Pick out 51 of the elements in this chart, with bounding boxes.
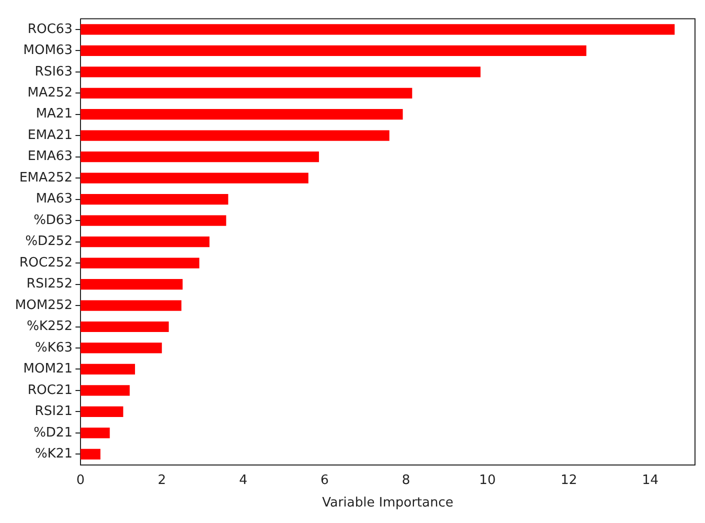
y-tick-label: %D21	[34, 425, 72, 440]
bar	[80, 342, 162, 354]
bar	[80, 66, 481, 78]
y-tick-label: MOM63	[23, 43, 72, 58]
y-tick-label: ROC252	[19, 255, 72, 270]
bar	[80, 194, 228, 205]
bar	[80, 428, 110, 438]
bar	[80, 448, 100, 460]
y-tick-label: MOM252	[14, 298, 72, 313]
bar	[80, 45, 586, 56]
bar	[80, 236, 210, 248]
y-tick-label: ROC63	[28, 22, 72, 37]
bar	[80, 321, 169, 332]
bar	[80, 152, 319, 162]
bar	[80, 109, 403, 120]
y-tick-label: EMA252	[19, 170, 72, 186]
bar	[80, 215, 226, 226]
bar	[80, 130, 390, 141]
bar	[80, 24, 675, 35]
x-tick-label: 10	[479, 472, 496, 488]
y-tick-label: %D63	[34, 212, 72, 228]
x-tick-label: 6	[320, 472, 329, 488]
bar	[80, 88, 412, 98]
bar	[80, 278, 183, 290]
bar	[80, 385, 130, 396]
y-tick-label: RSI21	[34, 404, 72, 420]
bar	[80, 172, 308, 184]
x-tick-label: 12	[560, 472, 578, 488]
y-tick-label: ROC21	[28, 382, 72, 398]
bar	[80, 300, 182, 311]
y-tick-label: %D252	[25, 234, 72, 250]
x-tick-label: 2	[158, 472, 166, 488]
bar	[80, 258, 200, 268]
x-tick-label: 8	[402, 472, 410, 488]
bar	[80, 364, 136, 375]
x-tick-label: 14	[642, 472, 659, 488]
y-tick-label: MA63	[36, 192, 72, 207]
x-tick-label: 0	[76, 472, 85, 488]
y-tick-label: %K252	[26, 319, 72, 334]
y-tick-label: MA21	[36, 106, 72, 122]
y-tick-label: EMA21	[28, 128, 72, 143]
y-tick-label: RSI252	[26, 276, 72, 292]
y-tick-label: EMA63	[28, 149, 72, 164]
y-tick-label: %K21	[35, 446, 72, 462]
x-tick-label: 4	[239, 472, 248, 488]
y-tick-label: MA252	[28, 86, 72, 101]
bar	[80, 406, 124, 418]
y-tick-label: %K63	[35, 340, 72, 356]
y-tick-label: MOM21	[23, 362, 72, 377]
x-axis-title: Variable Importance	[322, 496, 454, 511]
y-tick-label: RSI63	[34, 64, 72, 80]
